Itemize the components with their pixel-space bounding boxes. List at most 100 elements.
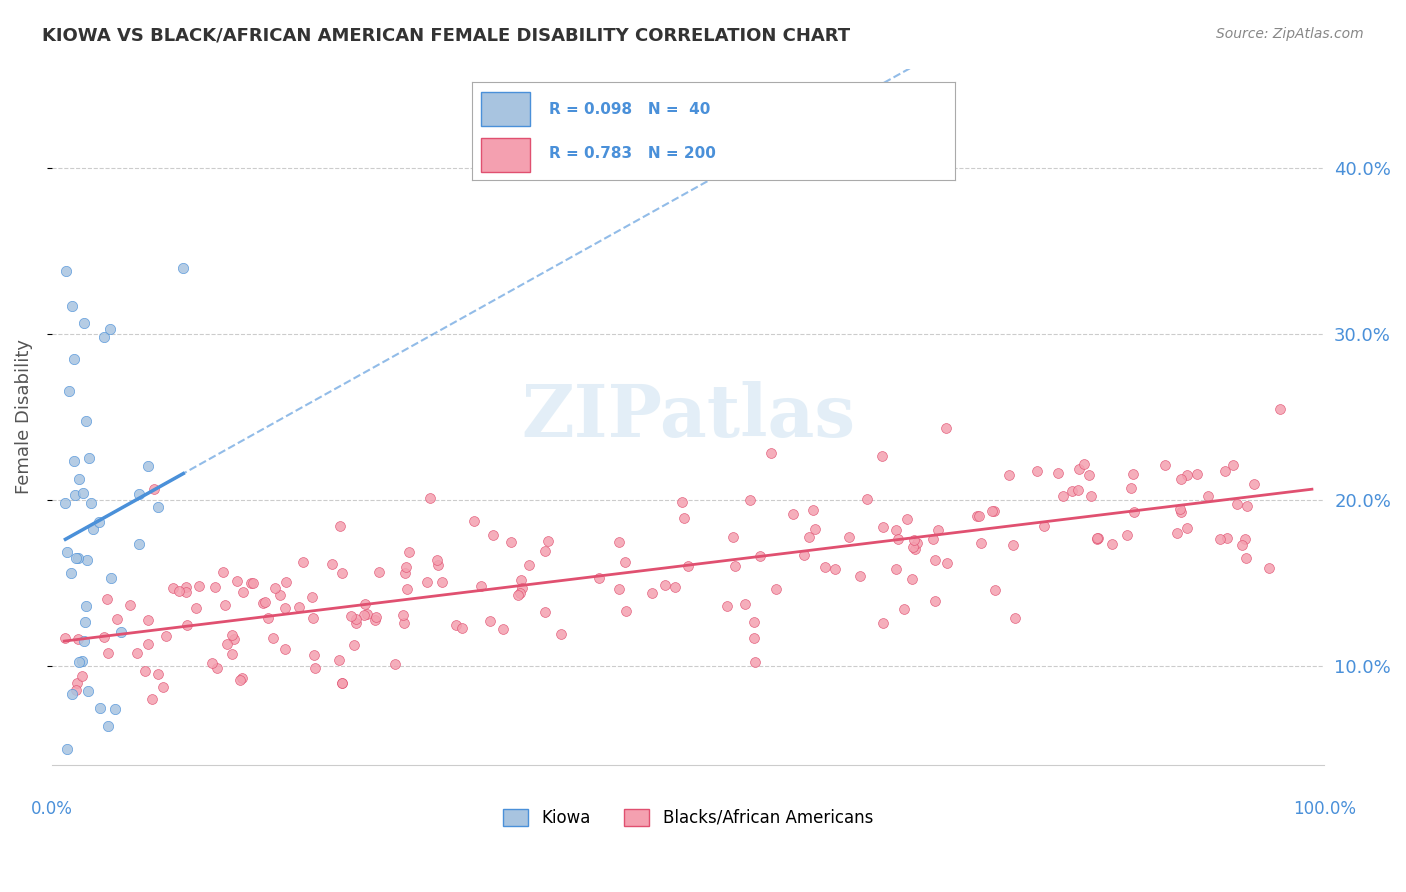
- Point: [444, 618, 467, 632]
- Point: [72, 486, 94, 500]
- Point: [716, 599, 738, 613]
- Point: [262, 631, 284, 645]
- Point: [146, 667, 169, 681]
- Point: [1234, 532, 1257, 546]
- Point: [65, 683, 87, 698]
- Point: [671, 495, 693, 509]
- Point: [367, 565, 389, 579]
- Point: [96, 718, 118, 732]
- Point: [481, 528, 503, 542]
- Point: [1175, 521, 1198, 535]
- Text: KIOWA VS BLACK/AFRICAN AMERICAN FEMALE DISABILITY CORRELATION CHART: KIOWA VS BLACK/AFRICAN AMERICAN FEMALE D…: [42, 27, 851, 45]
- Point: [607, 582, 630, 597]
- Point: [60, 299, 83, 313]
- Point: [738, 492, 761, 507]
- Point: [75, 599, 97, 613]
- Point: [509, 573, 531, 587]
- Point: [344, 615, 367, 630]
- Point: [274, 642, 297, 657]
- Point: [872, 449, 894, 463]
- Point: [77, 451, 100, 466]
- Text: 0.0%: 0.0%: [31, 800, 73, 818]
- Point: [1234, 550, 1257, 565]
- Point: [155, 629, 177, 643]
- Point: [264, 581, 287, 595]
- Point: [782, 507, 804, 521]
- Point: [1226, 497, 1249, 511]
- Point: [63, 352, 86, 367]
- Point: [1073, 457, 1095, 471]
- Point: [903, 533, 925, 548]
- Point: [509, 586, 531, 600]
- Point: [125, 646, 148, 660]
- Point: [1085, 533, 1108, 547]
- Point: [492, 622, 515, 636]
- Point: [1236, 499, 1258, 513]
- Point: [232, 585, 254, 599]
- Point: [58, 384, 80, 399]
- Point: [366, 610, 388, 624]
- Point: [146, 500, 169, 514]
- Point: [356, 607, 378, 622]
- Point: [517, 558, 540, 573]
- Point: [394, 566, 416, 580]
- Point: [77, 683, 100, 698]
- Point: [1033, 519, 1056, 533]
- Point: [353, 608, 375, 623]
- Point: [1177, 467, 1199, 482]
- Point: [97, 646, 120, 660]
- Point: [229, 673, 252, 688]
- Point: [221, 648, 243, 662]
- Point: [141, 691, 163, 706]
- Point: [924, 594, 946, 608]
- Point: [304, 661, 326, 675]
- Point: [966, 509, 988, 524]
- Point: [207, 661, 229, 675]
- Point: [1123, 505, 1146, 519]
- Point: [302, 611, 325, 625]
- Point: [1209, 532, 1232, 546]
- Point: [749, 549, 772, 563]
- Point: [252, 596, 274, 610]
- Point: [1087, 532, 1109, 546]
- Point: [1101, 537, 1123, 551]
- Point: [60, 566, 83, 580]
- Point: [936, 556, 959, 570]
- Point: [321, 557, 343, 571]
- Point: [904, 541, 927, 556]
- Point: [419, 491, 441, 505]
- Point: [501, 534, 523, 549]
- Point: [799, 530, 821, 544]
- Point: [1122, 467, 1144, 481]
- Point: [75, 615, 97, 630]
- Point: [330, 676, 353, 690]
- Point: [343, 638, 366, 652]
- Point: [550, 627, 572, 641]
- Point: [274, 575, 297, 590]
- Point: [824, 562, 846, 576]
- Point: [887, 533, 910, 547]
- Point: [188, 579, 211, 593]
- Point: [1222, 458, 1244, 472]
- Point: [981, 504, 1004, 518]
- Point: [152, 680, 174, 694]
- Point: [391, 607, 413, 622]
- Point: [55, 545, 77, 559]
- Point: [221, 628, 243, 642]
- Point: [214, 598, 236, 612]
- Point: [1197, 489, 1219, 503]
- Point: [744, 655, 766, 669]
- Point: [100, 571, 122, 585]
- Point: [1001, 538, 1024, 552]
- Point: [204, 580, 226, 594]
- Point: [1047, 466, 1070, 480]
- Point: [761, 446, 783, 460]
- Point: [1230, 538, 1253, 552]
- Point: [363, 613, 385, 627]
- Text: 100.0%: 100.0%: [1294, 800, 1355, 818]
- Point: [67, 551, 90, 566]
- Point: [162, 582, 184, 596]
- Point: [1067, 483, 1090, 498]
- Point: [723, 530, 745, 544]
- Point: [1213, 464, 1236, 478]
